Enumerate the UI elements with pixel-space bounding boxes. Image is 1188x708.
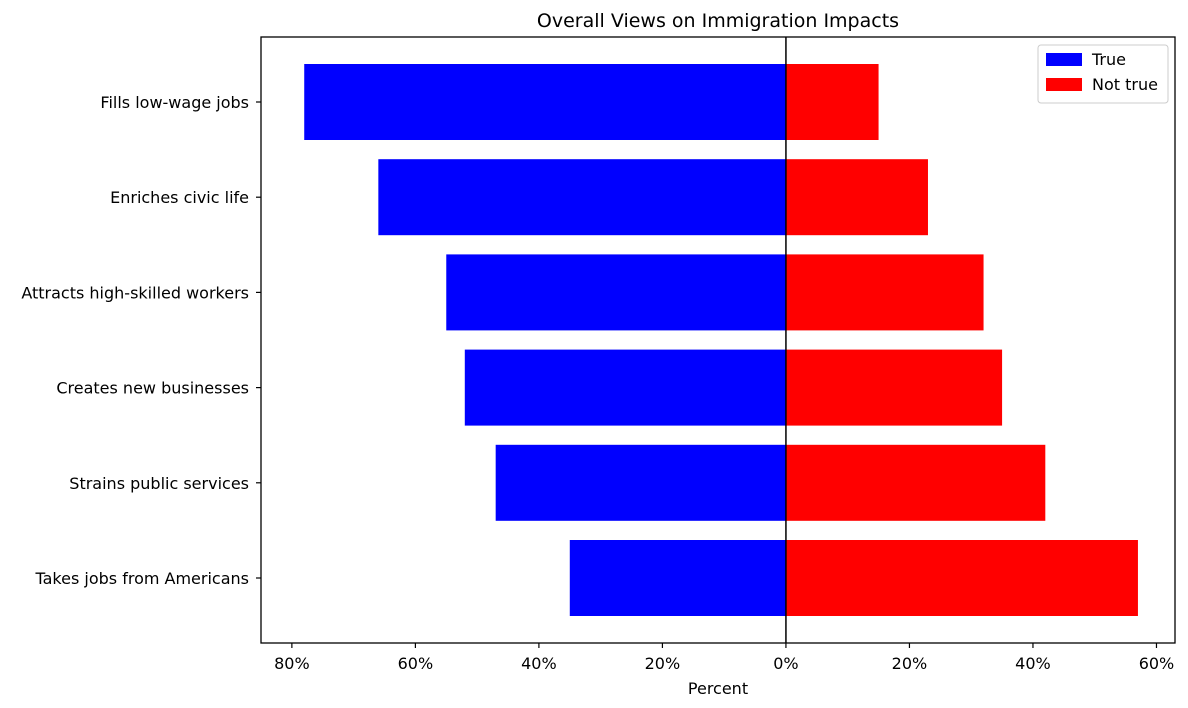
bar-not-true-takes-jobs-from-americans [785,540,1138,616]
bar-true-strains-public-services [495,444,786,521]
bar-true-enriches-civic-life [378,159,786,236]
bars-group [304,64,1138,616]
bar-true-fills-low-wage-jobs [304,64,786,140]
x-tick-label: 60% [398,654,434,673]
bar-true-creates-new-businesses [464,349,786,426]
y-axis: Fills low-wage jobs Enriches civic life At… [21,93,261,588]
x-axis-label: Percent [688,679,748,698]
x-tick-label: 0% [773,654,798,673]
bar-true-takes-jobs-from-americans [569,540,786,616]
y-tick-label-takes-jobs-from-americans: Takes jobs from Americans [35,569,250,588]
bar-not-true-strains-public-services [785,444,1046,521]
bar-true-attracts-high-skilled-workers [446,254,786,331]
x-tick-label: 80% [274,654,310,673]
x-tick-label: 20% [892,654,928,673]
y-tick-label-enriches-civic-life: Enriches civic life [110,188,249,207]
bar-not-true-enriches-civic-life [785,159,928,236]
bar-not-true-fills-low-wage-jobs [785,64,879,140]
bar-not-true-attracts-high-skilled-workers [785,254,984,331]
bar-not-true-creates-new-businesses [785,349,1003,426]
legend-swatch-true [1046,53,1082,66]
x-axis: 80% 60% 40% 20% 0% 20% 40% 60% [274,643,1174,673]
x-tick-label: 60% [1139,654,1175,673]
x-tick-label: 40% [1015,654,1051,673]
y-tick-label-attracts-high-skilled-workers: Attracts high-skilled workers [21,283,249,302]
chart-title: Overall Views on Immigration Impacts [537,10,899,32]
x-tick-label: 20% [645,654,681,673]
x-tick-label: 40% [521,654,557,673]
y-tick-label-strains-public-services: Strains public services [69,474,249,493]
legend-swatch-not-true [1046,78,1082,91]
legend-label-not-true: Not true [1092,75,1158,94]
y-tick-label-creates-new-businesses: Creates new businesses [56,379,249,398]
legend-label-true: True [1091,50,1126,69]
axes-frame [260,36,1176,644]
legend: True Not true [1037,44,1169,104]
y-tick-label-fills-low-wage-jobs: Fills low-wage jobs [100,93,249,112]
